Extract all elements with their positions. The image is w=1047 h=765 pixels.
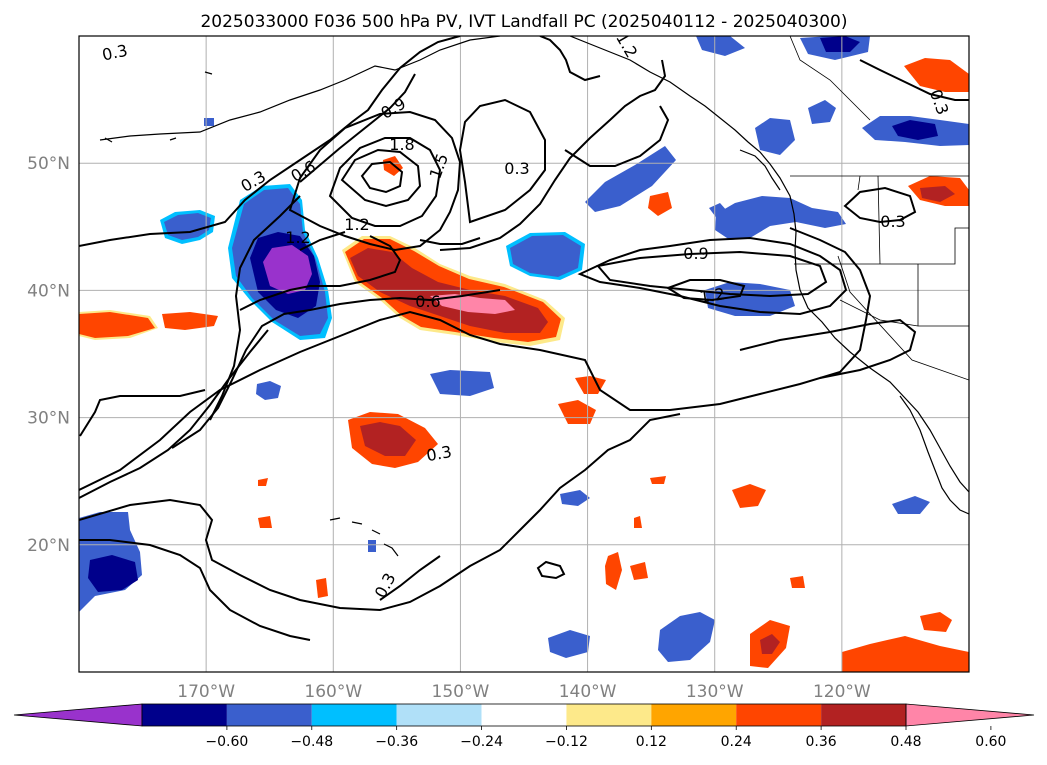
colorbar: −0.60 −0.48 −0.36 −0.24 −0.12 0.12 0.24 0.36 0.4… bbox=[13, 703, 1035, 750]
latitude-labels: 20°N 30°N 40°N 50°N bbox=[27, 154, 70, 556]
colorbar-extend-min bbox=[13, 703, 143, 727]
colorbar-frame bbox=[141, 703, 907, 727]
longitude-tick-label: 160°W bbox=[304, 682, 362, 702]
latitude-tick-label: 50°N bbox=[27, 154, 70, 174]
colorbar-tick-label: −0.12 bbox=[545, 734, 588, 750]
contour-label-0-3: 0.3 bbox=[425, 442, 453, 465]
colorbar-tick-label: −0.36 bbox=[375, 734, 418, 750]
contour-label-1-8: 1.8 bbox=[389, 135, 414, 154]
longitude-labels: 170°W 160°W 150°W 140°W 130°W 120°W bbox=[177, 682, 871, 702]
longitude-tick-label: 170°W bbox=[177, 682, 235, 702]
contour-label-1-2: 1.2 bbox=[698, 284, 726, 306]
colorbar-tick-label: 0.36 bbox=[806, 734, 837, 750]
colorbar-swatch bbox=[142, 704, 227, 726]
colorbar-tick-label: 0.60 bbox=[975, 734, 1006, 750]
map-frame bbox=[78, 35, 970, 673]
colorbar-swatch bbox=[226, 704, 312, 726]
colorbar-swatch bbox=[396, 704, 482, 726]
colorbar-tick-label: −0.48 bbox=[290, 734, 333, 750]
colorbar-swatch bbox=[481, 704, 567, 726]
colorbar-swatch bbox=[566, 704, 652, 726]
coastlines bbox=[99, 36, 969, 557]
colorbar-extend-max bbox=[905, 703, 1035, 727]
contour-label-0-3: 0.3 bbox=[880, 212, 905, 231]
figure-title: 2025033000 F036 500 hPa PV, IVT Landfall… bbox=[200, 12, 847, 32]
contour-label-1-2: 1.2 bbox=[344, 215, 369, 234]
colorbar-swatch bbox=[651, 704, 737, 726]
map-area: 0.3 0.3 0.6 0.9 1.8 1.5 1.2 1.2 0.3 0.9 … bbox=[79, 36, 969, 672]
longitude-tick-label: 140°W bbox=[559, 682, 617, 702]
colorbar-tick-label: 0.24 bbox=[721, 734, 752, 750]
longitude-tick-label: 150°W bbox=[432, 682, 490, 702]
colorbar-tick-label: 0.12 bbox=[636, 734, 667, 750]
contour-label-0-6: 0.6 bbox=[415, 292, 440, 311]
latitude-tick-label: 30°N bbox=[27, 409, 70, 429]
contour-label-0-9: 0.9 bbox=[683, 244, 708, 263]
longitude-tick-label: 120°W bbox=[813, 682, 871, 702]
latitude-tick-label: 20°N bbox=[27, 536, 70, 556]
colorbar-tick-label: −0.24 bbox=[460, 734, 503, 750]
gridlines bbox=[79, 36, 969, 672]
political-borders bbox=[789, 36, 969, 381]
latitude-tick-label: 40°N bbox=[27, 281, 70, 301]
contour-label-1-2: 1.2 bbox=[285, 228, 310, 247]
colorbar-swatch bbox=[736, 704, 822, 726]
colorbar-swatch bbox=[821, 704, 906, 726]
contour-label-0-3: 0.3 bbox=[504, 159, 529, 178]
colorbar-swatch bbox=[311, 704, 397, 726]
longitude-tick-label: 130°W bbox=[686, 682, 744, 702]
contour-label-0-3: 0.3 bbox=[100, 41, 129, 65]
pv-contours bbox=[79, 36, 969, 641]
colorbar-tick-label: 0.48 bbox=[890, 734, 921, 750]
colorbar-tick-label: −0.60 bbox=[205, 734, 248, 750]
